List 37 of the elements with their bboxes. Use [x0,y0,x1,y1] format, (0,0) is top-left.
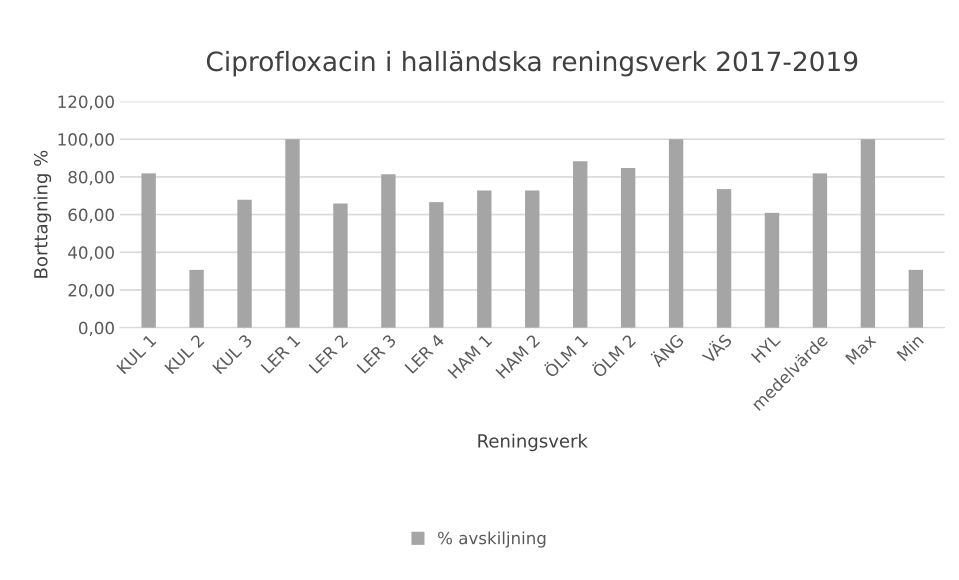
x-tick-label: VÄS [700,331,733,364]
bar [764,212,780,328]
bar [333,203,348,328]
x-tick-label: KUL 3 [212,334,253,374]
x-tick-label: KUL 2 [164,334,205,374]
x-tick-label: LER 2 [308,334,348,374]
bar [477,190,492,328]
y-tick-label: 80,00 [68,170,114,186]
bar [141,173,156,328]
y-tick-label: 40,00 [68,246,114,261]
x-tick-label: LER 3 [356,334,397,374]
bar [189,270,204,328]
bar [285,139,300,328]
x-axis-title: Reningsverk [478,434,588,452]
bar [573,161,588,328]
bar [381,174,396,328]
bar [620,168,636,328]
bar [716,189,732,328]
bar [812,173,828,328]
x-tick-label: LER 4 [404,334,445,374]
bar [237,200,252,328]
legend-label: % avskiljning [438,531,546,548]
bar [908,270,924,328]
bar [525,190,540,328]
bar [668,139,684,328]
y-tick-label: 60,00 [68,208,114,223]
y-tick-label: 0,00 [79,322,114,336]
y-axis-title: Borttagning % [34,150,52,278]
x-tick-label: KUL 1 [116,334,157,374]
x-tick-label: LER 1 [260,334,300,374]
y-tick-label: 100,00 [58,133,114,148]
x-tick-label: Min [896,334,924,362]
y-tick-label: 20,00 [68,284,114,298]
y-tick-label: 120,00 [58,95,114,110]
bar [860,139,876,328]
bar [429,202,444,328]
chart-title: Ciprofloxacin i halländska reningsverk 2017-2019 [206,50,858,76]
